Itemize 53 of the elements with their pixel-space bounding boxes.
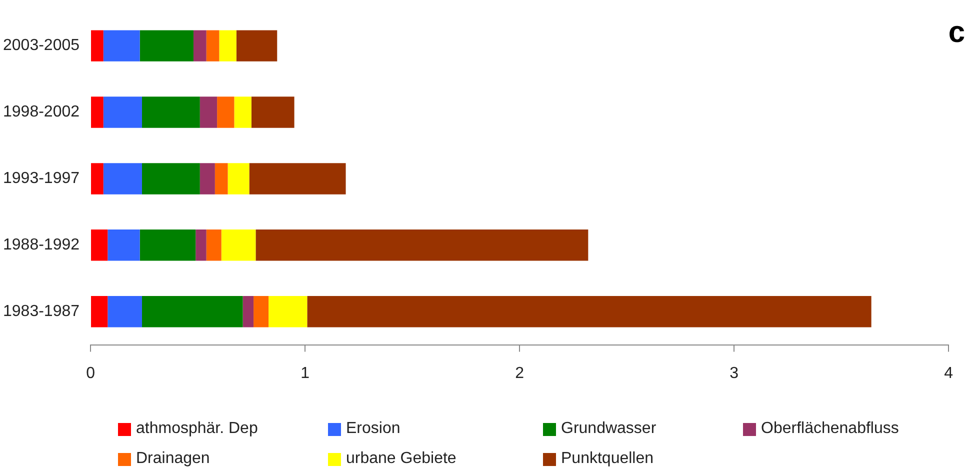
bar: [108, 230, 140, 261]
bar: [307, 296, 872, 328]
bar: [91, 296, 108, 328]
bar: [196, 230, 206, 261]
x-tick-label: 0: [86, 364, 96, 382]
bar: [142, 96, 200, 128]
x-tick-label: 1: [300, 364, 310, 382]
bar: [103, 30, 140, 62]
legend-label: Punktquellen: [561, 450, 654, 468]
legend-label: Grundwasser: [561, 420, 656, 438]
legend-label: urbane Gebiete: [346, 450, 456, 468]
y-tick-label: 1983-1987: [3, 302, 80, 320]
bar: [214, 163, 228, 194]
legend-label: Erosion: [346, 420, 400, 438]
bar: [193, 30, 206, 62]
x-tick-label: 3: [730, 364, 739, 382]
bar: [200, 96, 218, 128]
bar: [142, 296, 243, 328]
bar: [221, 230, 256, 261]
y-tick-label: 1993-1997: [3, 170, 80, 188]
bar: [200, 163, 215, 194]
bar: [251, 96, 294, 128]
annotation: c: [948, 16, 965, 50]
bar: [103, 163, 142, 194]
bar: [142, 163, 200, 194]
y-tick-label: 1998-2002: [3, 104, 80, 121]
bar: [91, 163, 104, 194]
bar: [206, 30, 220, 62]
y-tick-label: 2003-2005: [3, 37, 80, 54]
bar: [91, 96, 104, 128]
legend-label: Drainagen: [136, 450, 210, 468]
bar: [206, 230, 222, 261]
bar: [268, 296, 308, 328]
bar: [217, 96, 234, 128]
bar: [228, 163, 250, 194]
bar: [219, 30, 236, 62]
y-tick-label: 1988-1992: [3, 236, 80, 254]
bar: [242, 296, 254, 328]
bar: [91, 30, 104, 62]
bar: [140, 230, 196, 261]
bar: [91, 230, 108, 261]
bar: [108, 296, 142, 328]
x-tick-label: 2: [515, 364, 524, 382]
bar: [256, 230, 588, 261]
bar: [236, 30, 278, 62]
legend-label: athmosphär. Dep: [136, 420, 258, 438]
bar: [249, 163, 346, 194]
bar: [140, 30, 194, 62]
bar: [234, 96, 252, 128]
x-tick-label: 4: [944, 364, 954, 382]
bar: [254, 296, 269, 328]
legend-label: Oberflächenabfluss: [761, 420, 899, 438]
bar: [103, 96, 142, 128]
